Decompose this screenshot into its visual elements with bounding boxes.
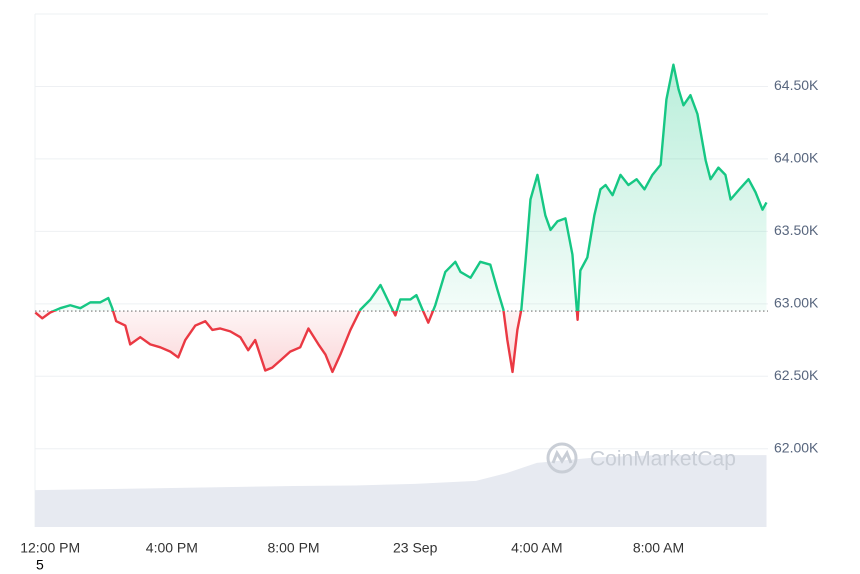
watermark-text: CoinMarketCap bbox=[590, 448, 736, 471]
x-tick-label: 12:00 PM bbox=[20, 540, 80, 556]
y-tick-label: 64.50K bbox=[774, 77, 819, 93]
x-tick-label: 4:00 PM bbox=[146, 540, 198, 556]
y-tick-label: 63.00K bbox=[774, 295, 819, 311]
x-tick-label: 23 Sep bbox=[393, 540, 438, 556]
watermark-logo-mark bbox=[551, 449, 573, 464]
footnote: 5 bbox=[36, 557, 44, 573]
y-tick-label: 62.50K bbox=[774, 367, 819, 383]
y-tick-label: 63.50K bbox=[774, 222, 819, 238]
volume-area bbox=[35, 455, 767, 527]
y-tick-label: 64.00K bbox=[774, 150, 819, 166]
watermark: CoinMarketCap bbox=[546, 442, 736, 474]
x-tick-label: 8:00 AM bbox=[633, 540, 684, 556]
price-line bbox=[34, 63, 768, 374]
area-fill bbox=[35, 64, 767, 372]
x-tick-label: 8:00 PM bbox=[267, 540, 319, 556]
x-tick-label: 4:00 AM bbox=[511, 540, 562, 556]
y-tick-label: 62.00K bbox=[774, 439, 819, 455]
watermark-logo bbox=[546, 442, 578, 474]
